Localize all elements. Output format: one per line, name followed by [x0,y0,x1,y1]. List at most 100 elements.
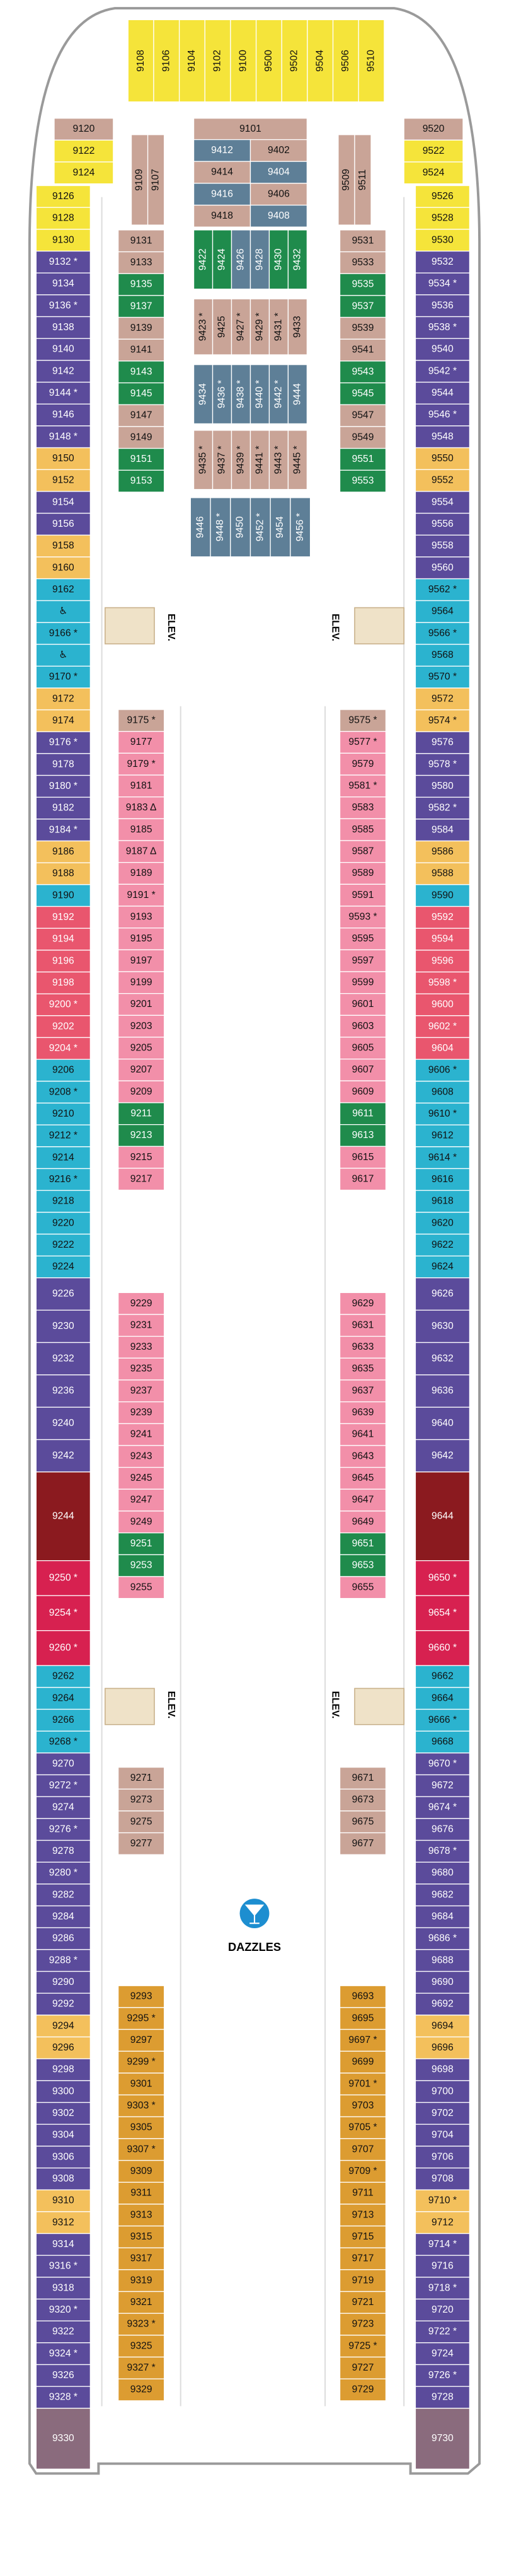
cabin-label: 9210 [52,1108,74,1119]
cabin-label: 9108 [135,50,146,72]
cabin [35,1927,91,1950]
cabin-label: 9626 [432,1289,454,1299]
cabin-label: 9189 [130,868,152,878]
cabin-label: 9530 [432,234,454,245]
cabin [118,2159,165,2183]
cabin-label: 9640 [432,1418,454,1429]
cabin-label: 9137 [130,301,152,311]
cabin [415,1342,471,1376]
cabin [415,1406,471,1440]
cabin-label: 9288 * [49,1955,77,1965]
cabin-label: 9655 [352,1582,374,1592]
cabin-label: 9676 [432,1824,454,1834]
cabin [35,731,91,754]
cabin-label: 9606 * [428,1065,457,1076]
cabin [178,19,205,103]
cabin [35,862,91,885]
cabin [415,1970,471,1994]
cabin [35,469,91,492]
cabin [415,1277,471,1311]
cabin [339,2225,387,2248]
cabin-label: 9215 [130,1152,152,1163]
cabin-label: 9101 [239,124,261,134]
cabin-label: 9170 * [49,672,77,682]
cabin-label: 9439 * [236,446,246,474]
cabin-label: 9102 [212,50,223,72]
cabin [415,819,471,842]
cabin-label: 9581 * [348,780,377,791]
cabin [35,993,91,1016]
cabin-label: 9618 [432,1196,454,1207]
cabin-label: 9674 * [428,1802,457,1813]
cabin-label: 9729 [352,2384,374,2395]
cabin-label: 9152 [52,475,74,486]
cabin [415,425,471,449]
cabin-label: 9671 [352,1773,374,1783]
cabin [118,1488,165,1512]
cabin-label: 9644 [432,1510,454,1521]
cabin [35,2189,91,2212]
cabin-label: 9456 * [295,513,306,541]
cabin [118,971,165,994]
cabin-label: 9317 [130,2253,152,2264]
cabin [339,1488,387,1512]
cabin [153,19,180,103]
cabin [118,316,165,340]
cabin-label: 9128 [52,213,74,224]
cabin [118,883,165,907]
cabin [339,2028,387,2052]
cabin-label: 9520 [423,124,445,134]
cabin [118,1554,165,1577]
cabin-label: 9122 [73,146,95,156]
cabin [118,752,165,776]
cabin [127,19,154,103]
cabin [35,1212,91,1235]
cabin-label: 9701 * [348,2078,377,2089]
cabin [35,2255,91,2278]
cabin-label: 9153 [130,476,152,486]
cabin-label: 9594 [432,934,454,945]
cabin [339,229,387,253]
cabin [118,2094,165,2117]
cabin [35,928,91,951]
cabin [415,185,471,208]
cabin-label: 9440 * [254,380,265,408]
cabin [339,2291,387,2314]
cabin-label: 9722 * [428,2326,457,2337]
cabin-label: 9206 [52,1065,74,1076]
cabin-label: 9184 * [49,824,77,835]
cabin [415,294,471,318]
cabin [415,2298,471,2321]
cabin-label: 9418 [211,210,233,221]
cabin-label: 9141 [130,345,152,355]
cabin-label: 9143 [130,366,152,377]
cabin-label: 9666 * [428,1715,457,1725]
cabin-label: 9668 [432,1737,454,1747]
cabin-label: 9500 [263,50,274,72]
cabin-label: 9545 [352,388,374,399]
cabin [268,229,289,290]
cabin-label: 9402 [268,145,290,156]
cabin [204,19,231,103]
cabin-label: 9710 * [428,2195,457,2206]
cabin [339,1832,387,1855]
cabin-label: 9603 [352,1021,374,1032]
cabin [35,2080,91,2103]
cabin-label: 9539 [352,323,374,333]
cabin-label: 9272 * [49,1780,77,1791]
cabin-label: 9636 [432,1386,454,1396]
cabin-label: 9150 [52,453,74,464]
cabin-label: 9311 [130,2188,152,2199]
cabin [307,19,334,103]
cabin [415,2036,471,2059]
cabin-label: 9229 [130,1298,152,1309]
cabin [35,1015,91,1038]
cabin [415,2277,471,2300]
cabin [415,665,471,689]
cabin-label: 9130 [52,234,74,245]
cabin [339,251,387,274]
cabin [339,1466,387,1490]
cabin-label: 9242 [52,1450,74,1461]
stairs [354,607,404,645]
cabin-label: 9422 [198,248,209,270]
